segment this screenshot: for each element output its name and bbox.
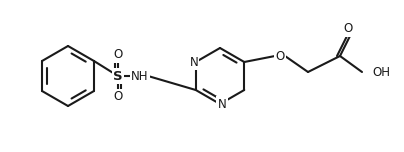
Text: OH: OH xyxy=(372,66,390,78)
Text: O: O xyxy=(114,90,123,104)
Text: O: O xyxy=(276,50,285,62)
Text: NH: NH xyxy=(131,69,149,83)
Text: S: S xyxy=(113,69,123,83)
Text: N: N xyxy=(189,55,198,69)
Text: O: O xyxy=(114,48,123,62)
Text: O: O xyxy=(343,22,353,36)
Text: N: N xyxy=(218,97,226,111)
